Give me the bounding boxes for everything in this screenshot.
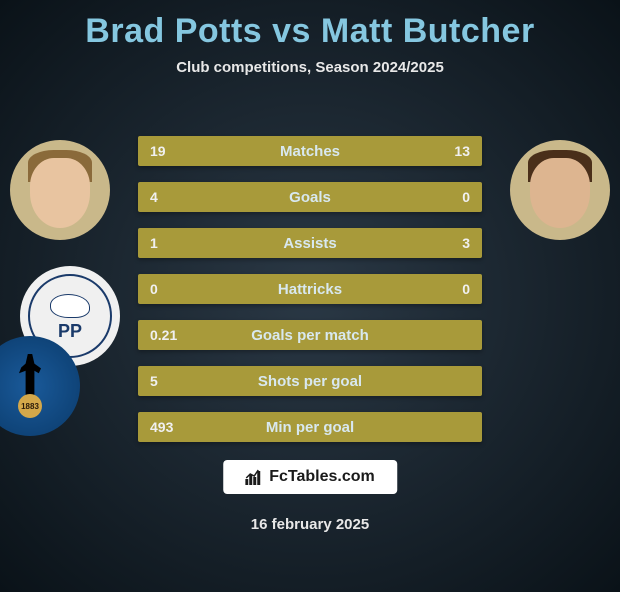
stat-label: Shots per goal <box>258 373 362 390</box>
player-avatar-left <box>10 140 110 240</box>
stat-label: Goals per match <box>251 327 369 344</box>
stat-value-left: 5 <box>150 373 158 389</box>
stat-value-left: 1 <box>150 235 158 251</box>
club-logo-text: PP <box>58 321 82 342</box>
stat-value-right: 0 <box>462 281 470 297</box>
stat-row: 19 Matches 13 <box>138 136 482 166</box>
stat-row: 4 Goals 0 <box>138 182 482 212</box>
stat-value-left: 4 <box>150 189 158 205</box>
stat-value-left: 493 <box>150 419 173 435</box>
stat-row: 5 Shots per goal <box>138 366 482 396</box>
stat-label: Goals <box>289 189 331 206</box>
stat-value-left: 0 <box>150 281 158 297</box>
footer-site-badge: FcTables.com <box>223 460 397 494</box>
stat-row: 0 Hattricks 0 <box>138 274 482 304</box>
stat-label: Hattricks <box>278 281 342 298</box>
page-subtitle: Club competitions, Season 2024/2025 <box>0 59 620 76</box>
stat-row: 493 Min per goal <box>138 412 482 442</box>
stat-value-left: 19 <box>150 143 166 159</box>
footer-site-text: FcTables.com <box>269 468 375 486</box>
avatar-face <box>530 158 590 228</box>
stat-label: Min per goal <box>266 419 354 436</box>
stat-value-right: 13 <box>454 143 470 159</box>
club-logo-year: 1883 <box>18 394 42 418</box>
club-logo-lamb-icon <box>50 294 90 318</box>
stat-value-left: 0.21 <box>150 327 177 343</box>
stat-label: Matches <box>280 143 340 160</box>
stat-value-right: 3 <box>462 235 470 251</box>
footer-date: 16 february 2025 <box>251 516 369 533</box>
avatar-face <box>30 158 90 228</box>
page-title: Brad Potts vs Matt Butcher <box>0 12 620 51</box>
stat-value-right: 0 <box>462 189 470 205</box>
stat-row: 0.21 Goals per match <box>138 320 482 350</box>
chart-icon <box>245 469 263 485</box>
stat-row: 1 Assists 3 <box>138 228 482 258</box>
player-avatar-right <box>510 140 610 240</box>
stat-label: Assists <box>283 235 336 252</box>
stats-panel: 19 Matches 13 4 Goals 0 1 Assists 3 0 Ha… <box>138 136 482 458</box>
